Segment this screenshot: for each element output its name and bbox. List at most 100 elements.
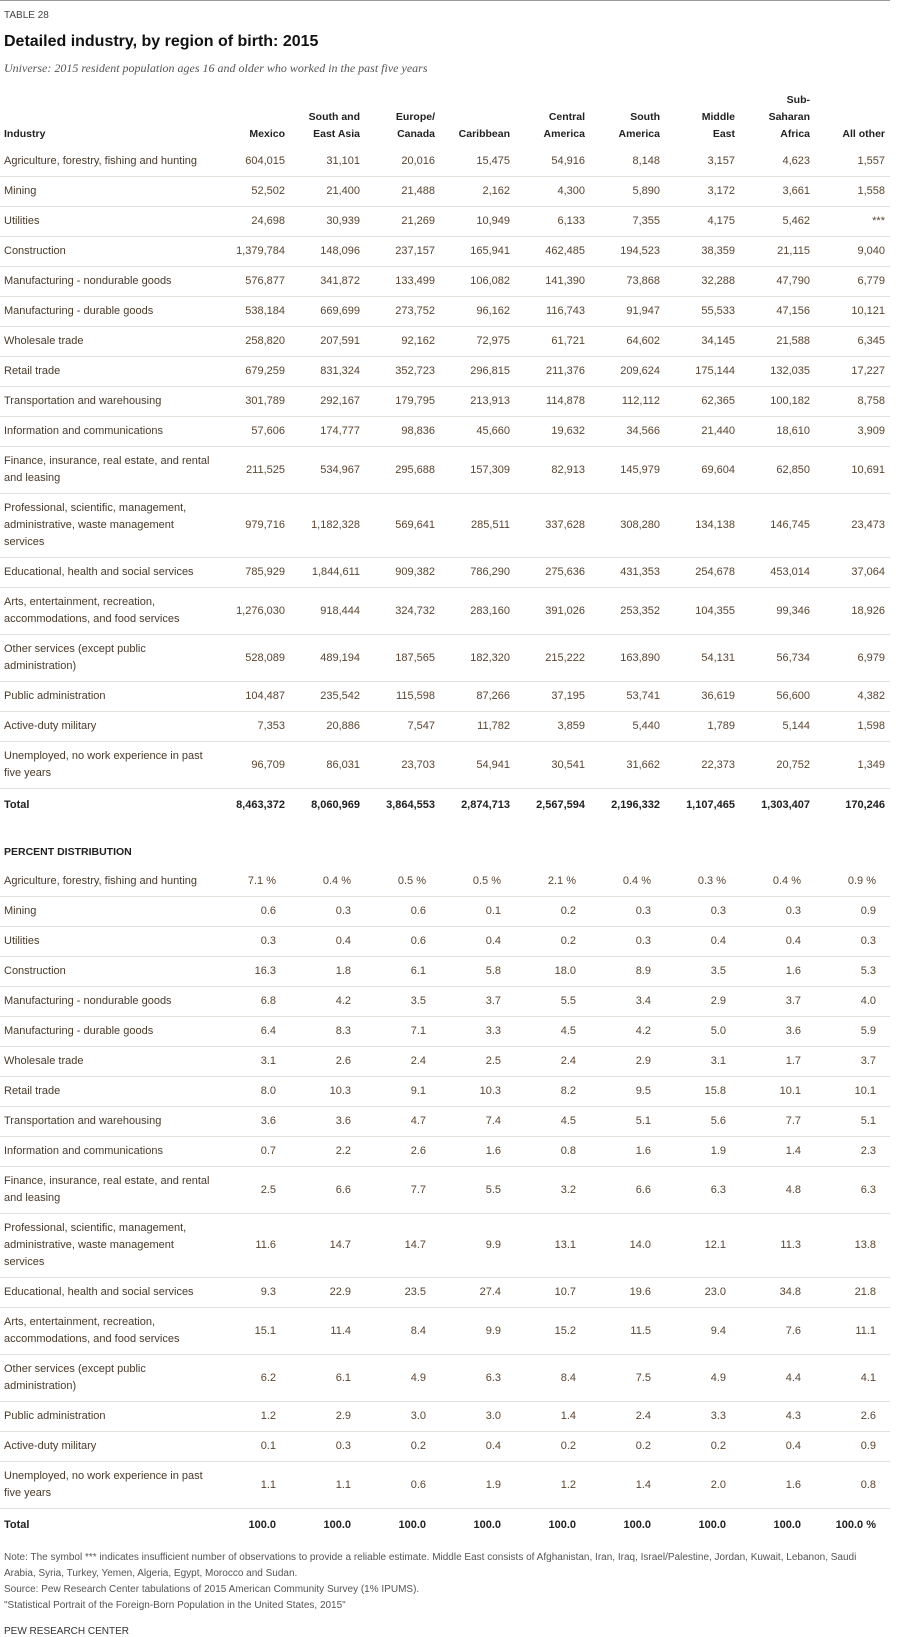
cell-value: 6,345 [815, 326, 890, 357]
cell-value: 100.0 [590, 1508, 665, 1542]
cell-value: 918,444 [290, 587, 365, 635]
percent-section: PERCENT DISTRIBUTION Agriculture, forestr… [0, 822, 890, 1542]
cell-value: 0.3 [740, 896, 815, 927]
cell-value: 57,606 [215, 416, 290, 447]
table-row: Active-duty military 0.1 0.3 0.2 0.4 0.2 0.2 0.… [0, 1431, 890, 1462]
cell-value: 163,890 [590, 634, 665, 682]
row-label: Finance, insurance, real estate, and ren… [0, 1166, 215, 1214]
column-header: Europe/Canada [365, 92, 440, 147]
cell-value: 9.9 [440, 1213, 515, 1278]
cell-value: 0.7 [215, 1136, 290, 1167]
cell-value: 4.3 [740, 1401, 815, 1432]
cell-value: 6.3 [440, 1354, 515, 1402]
cell-value: 237,157 [365, 236, 440, 267]
cell-value: 38,359 [665, 236, 740, 267]
header-line: All other [842, 128, 885, 140]
cell-value: 21,588 [740, 326, 815, 357]
cell-value: 14.7 [290, 1213, 365, 1278]
cell-value: 6.6 [290, 1166, 365, 1214]
cell-value: 8,758 [815, 386, 890, 417]
cell-value: 54,131 [665, 634, 740, 682]
row-label: Manufacturing - durable goods [0, 296, 215, 327]
cell-value: 10,691 [815, 446, 890, 494]
cell-value: 106,082 [440, 266, 515, 297]
cell-value: 87,266 [440, 681, 515, 712]
cell-value: 1,598 [815, 711, 890, 742]
cell-value: 47,790 [740, 266, 815, 297]
cell-value: 1,558 [815, 176, 890, 207]
cell-value: 1,844,611 [290, 557, 365, 588]
cell-value: 55,533 [665, 296, 740, 327]
table-row: Information and communications 57,606 174,… [0, 416, 890, 447]
section-heading: PERCENT DISTRIBUTION [4, 846, 132, 858]
cell-value: 6.2 [215, 1354, 290, 1402]
cell-value: 3.0 [440, 1401, 515, 1432]
cell-value: 0.6 [215, 896, 290, 927]
header-line: Saharan [768, 111, 810, 123]
cell-value: 5.1 [590, 1106, 665, 1137]
cell-value: 8.2 [515, 1076, 590, 1107]
cell-value: 0.3 [590, 926, 665, 957]
cell-value: 0.3 [290, 896, 365, 927]
cell-value: 19.6 [590, 1277, 665, 1308]
cell-value: 352,723 [365, 356, 440, 387]
cell-value: 96,709 [215, 741, 290, 789]
cell-value: 0.4 [440, 926, 515, 957]
cell-value: 37,064 [815, 557, 890, 588]
note-line: Note: The symbol *** indicates insuffici… [4, 1552, 857, 1579]
cell-value: 2.3 [815, 1136, 890, 1167]
cell-value: 146,745 [740, 493, 815, 558]
cell-value: 1.2 [515, 1461, 590, 1509]
cell-value: 10.1 [740, 1076, 815, 1107]
cell-value: 8.9 [590, 956, 665, 987]
table-row: Agriculture, forestry, fishing and hunti… [0, 867, 890, 897]
table-row: Manufacturing - durable goods 6.4 8.3 7.1 3.… [0, 1016, 890, 1047]
cell-value: 100.0 [440, 1508, 515, 1542]
cell-value: 0.2 [665, 1431, 740, 1462]
cell-value: 100,182 [740, 386, 815, 417]
header-line: America [543, 128, 585, 140]
cell-value: 0.4 % [740, 867, 815, 897]
cell-value: 4.5 [515, 1016, 590, 1047]
cell-value: 4.9 [365, 1354, 440, 1402]
cell-value: 301,789 [215, 386, 290, 417]
cell-value: 8.4 [515, 1354, 590, 1402]
row-label: Active-duty military [0, 1431, 215, 1462]
cell-value: 0.4 [665, 926, 740, 957]
table-row: Wholesale trade 258,820 207,591 92,162 72,97… [0, 326, 890, 357]
header-row: Industry Mexico South and East Asia Europe/C… [0, 92, 890, 147]
cell-value: 86,031 [290, 741, 365, 789]
cell-value: 1.9 [440, 1461, 515, 1509]
cell-value: 209,624 [590, 356, 665, 387]
cell-value: 1,182,328 [290, 493, 365, 558]
note-line: "Statistical Portrait of the Foreign-Bor… [4, 1600, 346, 1611]
cell-value: 4,382 [815, 681, 890, 712]
cell-value: 2.6 [290, 1046, 365, 1077]
cell-value: 11.6 [215, 1213, 290, 1278]
header-line: America [618, 128, 660, 140]
note-line: Source: Pew Research Center tabulations … [4, 1584, 420, 1595]
cell-value: 3,909 [815, 416, 890, 447]
cell-value: 1.1 [290, 1461, 365, 1509]
cell-value: 0.4 [740, 926, 815, 957]
cell-value: 20,886 [290, 711, 365, 742]
cell-value: 132,035 [740, 356, 815, 387]
cell-value: 2.5 [440, 1046, 515, 1077]
cell-value: 213,913 [440, 386, 515, 417]
column-header: All other [815, 92, 890, 147]
cell-value: 1,107,465 [665, 788, 740, 822]
cell-value: 1,557 [815, 147, 890, 177]
row-label: Utilities [0, 926, 215, 957]
cell-value: 21,400 [290, 176, 365, 207]
cell-value: 15.2 [515, 1307, 590, 1355]
table-row: Construction 1,379,784 148,096 237,157 165,9… [0, 236, 890, 267]
cell-value: 0.6 [365, 1461, 440, 1509]
cell-value: 207,591 [290, 326, 365, 357]
cell-value: 21,440 [665, 416, 740, 447]
header-line: Industry [4, 128, 46, 140]
cell-value: 6.3 [815, 1166, 890, 1214]
header-line: South and [308, 111, 360, 123]
cell-value: 73,868 [590, 266, 665, 297]
table-row: Transportation and warehousing 301,789 292… [0, 386, 890, 417]
